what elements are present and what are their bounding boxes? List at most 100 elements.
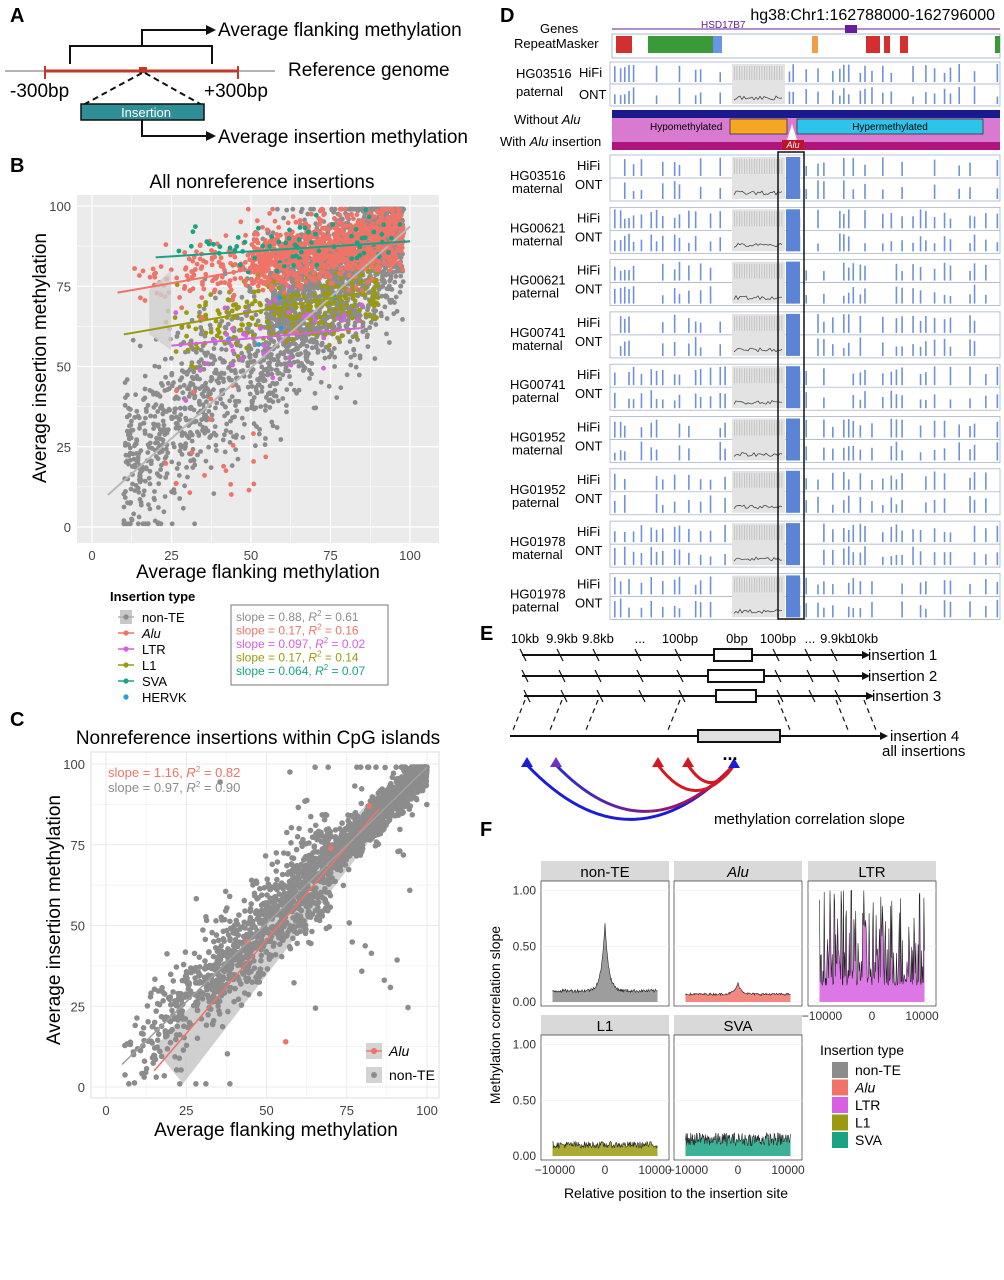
- b-point-alu: [345, 215, 350, 220]
- b-point-alu: [264, 258, 270, 264]
- b-point-alu: [346, 272, 352, 278]
- b-point-nonte: [313, 221, 319, 227]
- b-point-nonte: [146, 475, 152, 481]
- b-point-nonte: [165, 380, 171, 386]
- b-point-nonte: [321, 348, 326, 354]
- c-point-nonte: [161, 1073, 168, 1079]
- c-point-nonte: [182, 949, 189, 955]
- b-point-l1: [234, 306, 240, 311]
- panel-letter-c: C: [10, 709, 24, 731]
- b-point-nonte: [180, 505, 186, 511]
- b-point-nonte: [289, 348, 294, 354]
- b-point-alu: [309, 263, 315, 269]
- c-point-nonte: [294, 940, 301, 947]
- b-point-nonte: [307, 376, 312, 381]
- b-point-nonte: [136, 514, 142, 520]
- left-label: -300bp: [10, 81, 69, 102]
- b-point-nonte: [201, 394, 207, 399]
- b-point-nonte: [255, 377, 260, 382]
- b-point-nonte: [300, 341, 306, 347]
- b-point-nonte: [348, 362, 354, 368]
- c-point-nonte: [222, 888, 229, 895]
- b-point-nonte: [205, 350, 211, 356]
- b-point-nonte: [219, 370, 224, 376]
- b-point-nonte: [192, 521, 198, 527]
- b-xlabel: Average flanking methylation: [136, 562, 380, 583]
- b-point-nonte: [331, 324, 337, 330]
- b-point-nonte: [327, 314, 333, 319]
- b-point-nonte: [281, 215, 286, 221]
- b-point-nonte: [334, 395, 340, 400]
- c-point-nonte: [202, 958, 208, 964]
- b-point-alu: [311, 270, 317, 276]
- b-point-nonte: [400, 317, 405, 322]
- b-point-sva: [256, 225, 261, 231]
- b-point-sva: [314, 262, 320, 268]
- b-point-nonte: [218, 396, 223, 402]
- b-point-nonte: [270, 399, 276, 405]
- b-point-l1: [296, 293, 302, 299]
- b-point-ltr: [243, 332, 249, 338]
- panel-letter-b: B: [10, 155, 24, 177]
- b-point-nonte: [132, 462, 138, 468]
- b-point-nonte: [131, 511, 137, 517]
- b-point-alu: [232, 276, 238, 282]
- b-point-alu: [333, 262, 339, 268]
- right-label: +300bp: [204, 81, 268, 102]
- b-legend-label: SVA: [142, 674, 167, 689]
- b-point-l1: [327, 322, 332, 328]
- b-point-nonte: [303, 338, 309, 343]
- b-point-ltr: [183, 398, 189, 403]
- b-point-l1: [256, 288, 261, 294]
- b-point-l1: [216, 330, 222, 335]
- b-point-nonte: [239, 294, 245, 300]
- b-point-nonte: [296, 387, 302, 393]
- b-point-nonte: [152, 363, 158, 369]
- b-point-alu: [337, 236, 343, 242]
- b-point-l1: [184, 310, 189, 315]
- b-point-sva: [252, 255, 257, 261]
- b-point-ltr: [230, 326, 235, 332]
- b-point-alu: [207, 417, 213, 422]
- b-point-l1: [353, 334, 359, 339]
- b-point-nonte: [277, 376, 283, 382]
- b-point-l1: [375, 283, 381, 289]
- b-point-nonte: [213, 448, 219, 453]
- b-point-nonte: [125, 392, 130, 398]
- b-ytick: 50: [57, 360, 71, 375]
- b-point-l1: [278, 308, 284, 313]
- b-point-alu: [230, 442, 236, 448]
- b-point-nonte: [239, 316, 245, 322]
- b-point-alu: [183, 266, 188, 272]
- c-point-nonte: [339, 820, 345, 826]
- b-point-ltr: [224, 332, 230, 337]
- b-point-nonte: [224, 421, 230, 427]
- b-point-nonte: [186, 435, 192, 441]
- b-point-nonte: [199, 417, 205, 423]
- b-point-nonte: [226, 364, 232, 370]
- b-point-ltr: [312, 318, 318, 324]
- b-point-sva: [379, 232, 385, 237]
- b-point-alu: [353, 285, 359, 290]
- b-point-l1: [276, 285, 282, 291]
- c-point-nonte: [287, 769, 293, 775]
- b-point-alu: [208, 396, 214, 402]
- c-point-nonte: [288, 840, 294, 846]
- b-point-alu: [267, 211, 272, 216]
- c-point-nonte: [424, 801, 430, 808]
- b-point-nonte: [307, 368, 312, 373]
- b-point-nonte: [169, 489, 175, 495]
- ins-arrow-head: [206, 131, 216, 141]
- c-point-nonte: [219, 1023, 226, 1030]
- b-point-alu: [322, 274, 328, 280]
- b-point-nonte: [198, 449, 204, 454]
- b-point-nonte: [274, 367, 280, 373]
- b-point-nonte: [234, 432, 239, 438]
- b-point-nonte: [147, 481, 153, 487]
- b-point-nonte: [288, 381, 294, 387]
- b-point-nonte: [332, 354, 338, 360]
- b-point-nonte: [398, 273, 404, 279]
- b-point-nonte: [258, 404, 264, 409]
- b-point-alu: [238, 219, 244, 225]
- b-point-alu: [393, 224, 399, 230]
